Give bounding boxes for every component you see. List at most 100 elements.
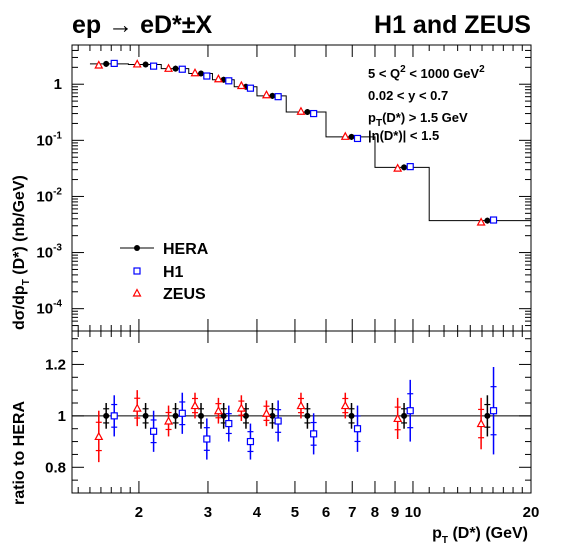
ratio-point-h1 <box>149 427 158 435</box>
ratio-point-zeus <box>164 416 174 425</box>
ratio-point-hera <box>269 412 276 419</box>
legend-label-hera: HERA <box>163 241 209 258</box>
ratio-data-points <box>94 367 498 463</box>
x-tick-label: 5 <box>291 504 299 521</box>
legend-label-h1: H1 <box>163 264 184 281</box>
x-tick-label: 4 <box>253 504 262 521</box>
top-plot-frame <box>71 44 532 332</box>
ratio-point-h1 <box>489 407 498 415</box>
ratio-point-hera <box>142 412 149 419</box>
top-point-hera <box>401 164 408 171</box>
hera-histogram <box>89 63 531 222</box>
ratio-point-h1 <box>203 435 211 443</box>
ratio-point-h1 <box>110 412 118 420</box>
top-point-zeus <box>340 131 350 140</box>
ratio-point-zeus <box>393 413 403 423</box>
top-y-tick-label: 10-2 <box>36 186 62 205</box>
ratio-point-h1 <box>246 437 255 446</box>
top-point-zeus <box>296 106 306 115</box>
top-point-zeus <box>476 217 486 226</box>
top-point-h1 <box>310 109 318 118</box>
ratio-point-h1 <box>406 407 414 415</box>
x-tick-label: 2 <box>135 504 143 521</box>
x-tick-label: 20 <box>523 504 540 521</box>
annotation-block: 5 < Q2 < 1000 GeV2 0.02 < y < 0.7 pT(D*)… <box>368 64 485 143</box>
ratio-point-zeus <box>236 403 246 412</box>
top-point-hera <box>172 65 179 72</box>
top-point-h1 <box>274 93 282 101</box>
x-tick-label: 9 <box>391 504 399 521</box>
annotation-eta: |η(D*)| < 1.5 <box>368 128 439 143</box>
ratio-point-hera <box>242 412 249 419</box>
ratio-point-hera <box>304 412 311 419</box>
top-y-axis-title: dσ/dpT (D*) (nb/GeV) <box>11 175 32 330</box>
x-tick-label: 7 <box>348 504 356 521</box>
top-point-h1 <box>353 134 362 143</box>
ratio-point-h1 <box>353 425 362 433</box>
ratio-point-hera <box>348 412 355 419</box>
ratio-point-zeus <box>340 400 350 410</box>
top-point-hera <box>142 61 149 68</box>
ratio-point-hera <box>401 412 408 419</box>
top-point-zeus <box>393 163 403 172</box>
ratio-point-zeus <box>94 431 104 441</box>
top-y-tick-label: 10-1 <box>36 130 62 149</box>
ratio-point-hera <box>172 412 179 419</box>
top-point-zeus <box>94 60 104 69</box>
top-point-h1 <box>489 216 498 224</box>
top-point-hera <box>198 70 205 77</box>
top-point-h1 <box>246 84 255 92</box>
top-point-zeus <box>213 74 223 83</box>
title-right: H1 and ZEUS <box>374 11 531 39</box>
title-left: ep → eD*±X <box>72 11 212 39</box>
bottom-y-axis-title: ratio to HERA <box>11 401 28 505</box>
ratio-point-h1 <box>310 430 318 438</box>
top-point-hera <box>304 108 311 115</box>
top-point-zeus <box>261 89 271 99</box>
ratio-point-hera <box>198 412 205 419</box>
ratio-point-h1 <box>274 417 282 425</box>
x-tick-label: 6 <box>322 504 330 521</box>
bottom-plot-frame <box>71 330 532 494</box>
legend-label-zeus: ZEUS <box>163 286 206 303</box>
legend-marker-h1 <box>133 267 141 275</box>
ratio-point-zeus <box>476 418 486 428</box>
annotation-q2: 5 < Q2 < 1000 GeV2 <box>368 64 485 81</box>
bottom-y-tick-label: 1.2 <box>45 356 66 373</box>
top-point-h1 <box>406 163 414 171</box>
x-tick-label: 10 <box>405 504 422 521</box>
top-y-tick-label: 1 <box>54 76 62 93</box>
ratio-point-zeus <box>190 400 200 410</box>
ratio-point-h1 <box>225 419 233 428</box>
top-point-zeus <box>132 59 142 68</box>
ratio-point-zeus <box>213 405 223 415</box>
top-point-zeus <box>164 63 174 72</box>
top-y-axis: 1 10-1 10-2 10-3 10-4 <box>36 44 531 332</box>
top-point-hera <box>484 217 491 224</box>
top-y-tick-label: 10-4 <box>36 299 62 318</box>
top-point-zeus <box>236 80 246 90</box>
legend-marker-hera <box>134 245 140 251</box>
top-point-h1 <box>110 59 118 67</box>
x-tick-label: 3 <box>204 504 212 521</box>
top-y-tick-label: 10-3 <box>36 243 62 262</box>
ratio-point-hera <box>103 412 110 419</box>
ratio-point-zeus <box>261 408 271 417</box>
bottom-y-tick-label: 1 <box>58 408 66 425</box>
x-axis: 2 3 4 5 6 7 8 9 10 20 <box>77 45 540 521</box>
annotation-pt: pT(D*) > 1.5 GeV <box>368 110 468 129</box>
ratio-point-hera <box>220 412 227 419</box>
top-point-h1 <box>225 77 233 85</box>
top-point-zeus <box>190 68 200 77</box>
x-axis-title: pT (D*) (GeV) <box>432 525 528 546</box>
top-point-hera <box>103 60 110 67</box>
top-point-hera <box>269 92 276 99</box>
ratio-point-h1 <box>178 409 186 417</box>
ratio-point-hera <box>484 412 491 419</box>
annotation-y: 0.02 < y < 0.7 <box>368 88 448 103</box>
top-point-h1 <box>178 65 186 73</box>
ratio-point-zeus <box>132 403 142 412</box>
bottom-y-tick-label: 0.8 <box>45 459 66 476</box>
top-point-h1 <box>203 72 211 80</box>
